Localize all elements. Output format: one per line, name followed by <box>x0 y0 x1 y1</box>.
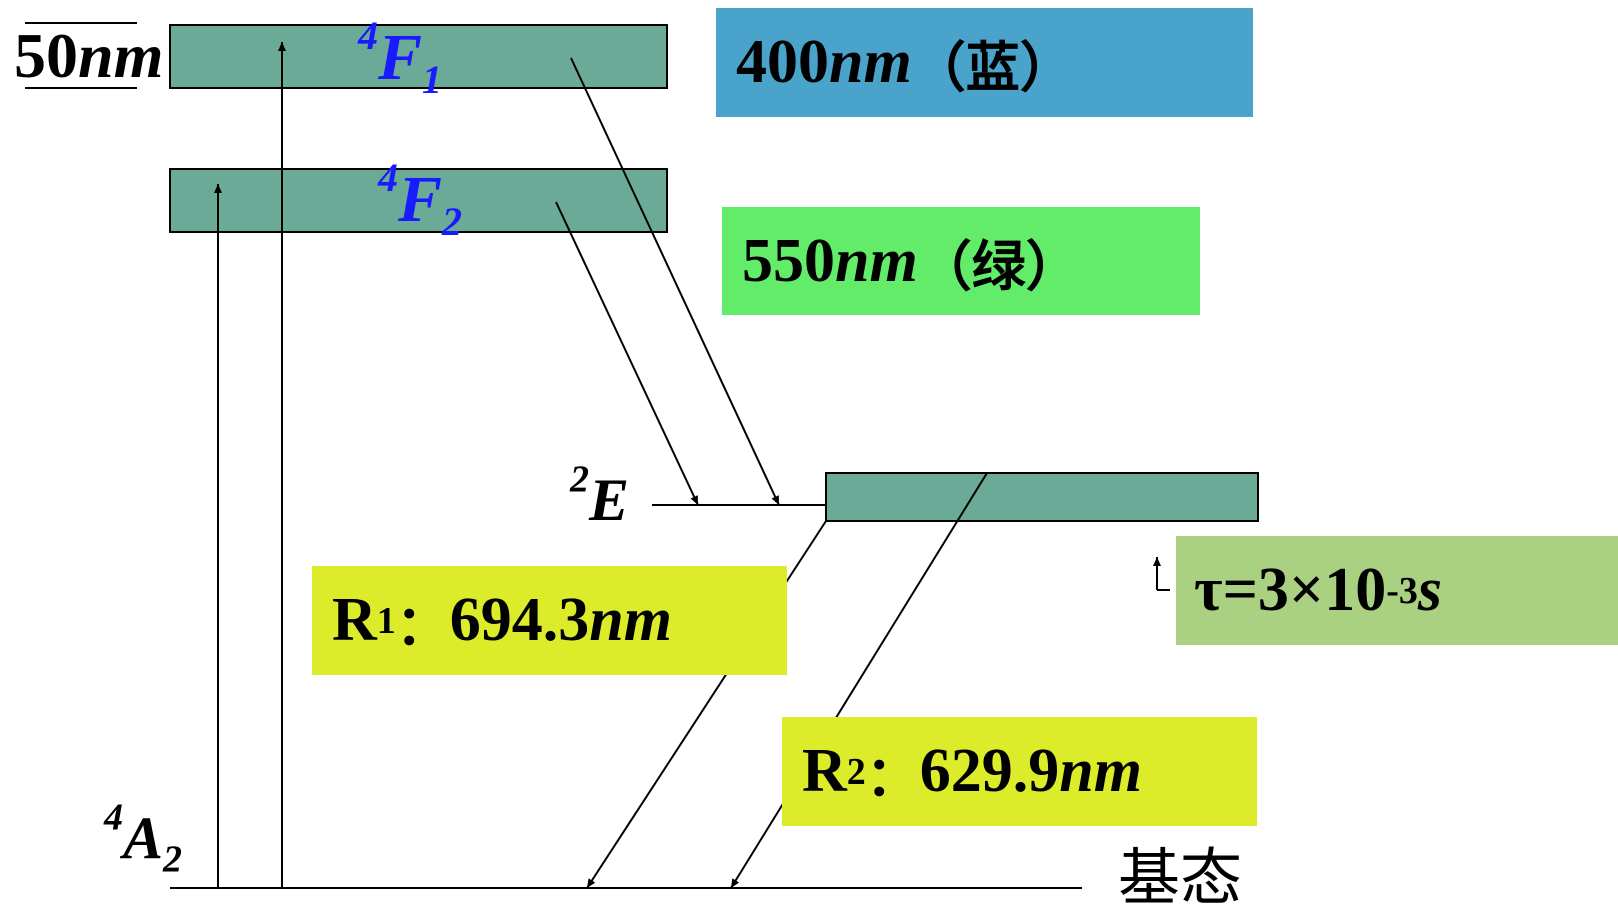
level-2e-label: 2E <box>570 458 630 538</box>
level-4f2-sup: 4 <box>378 155 398 200</box>
level-4f1-sup: 4 <box>358 13 378 58</box>
emission-arrow-r2 <box>730 472 988 889</box>
lifetime-box: τ =3×10 -3 s <box>1176 536 1618 645</box>
level-2e-main: E <box>589 467 630 533</box>
green-pump-box: 550 nm （绿） <box>722 207 1200 315</box>
level-4a2-main: A <box>123 805 164 871</box>
level-4f2-sub: 2 <box>442 199 463 244</box>
decay-arrow-4f2-2e <box>555 201 699 506</box>
blue-pump-value: 400 <box>736 28 829 96</box>
green-pump-unit: nm <box>835 226 918 295</box>
r1-name: R <box>332 586 377 654</box>
level-4a2-sub: 2 <box>163 838 183 881</box>
lifetime-symbol: τ <box>1194 556 1223 624</box>
r1-value: 694.3 <box>449 586 590 654</box>
r2-unit: nm <box>1059 737 1142 805</box>
band-4f1 <box>169 24 668 89</box>
r1-unit: nm <box>589 586 672 654</box>
r2-sep: ： <box>865 745 920 808</box>
scale-label: 50nm <box>14 16 163 96</box>
band-2e <box>825 472 1259 522</box>
green-pump-note: （绿） <box>917 234 1080 298</box>
r2-value: 629.9 <box>919 737 1060 805</box>
level-4a2-sup: 4 <box>104 796 123 839</box>
r2-name: R <box>802 737 847 805</box>
r1-line-box: R 1： 694.3 nm <box>312 566 787 675</box>
r1-sep: ： <box>395 594 450 657</box>
scale-unit: nm <box>78 20 164 91</box>
band-4f2 <box>169 168 668 233</box>
level-4f2-label: 4F2 <box>378 158 462 242</box>
level-4a2-label: 4A2 <box>104 796 182 879</box>
lifetime-eq: =3×10 <box>1222 556 1387 624</box>
level-4f2-main: F <box>398 163 443 236</box>
blue-pump-box: 400 nm （蓝） <box>716 8 1253 117</box>
blue-pump-unit: nm <box>829 28 912 96</box>
level-2e-sup: 2 <box>570 458 589 501</box>
ground-state-label: 基态 <box>1118 841 1243 914</box>
decay-arrow-4f1-2e <box>570 57 780 506</box>
green-pump-value: 550 <box>742 226 835 295</box>
level-4f1-main: F <box>378 21 423 94</box>
scale-value: 50 <box>14 20 78 91</box>
level-4f1-sub: 1 <box>422 57 443 102</box>
level-4f1-label: 4F1 <box>358 16 442 100</box>
lifetime-unit: s <box>1417 556 1443 624</box>
blue-pump-note: （蓝） <box>911 36 1074 99</box>
r2-line-box: R 2： 629.9 nm <box>782 717 1257 826</box>
